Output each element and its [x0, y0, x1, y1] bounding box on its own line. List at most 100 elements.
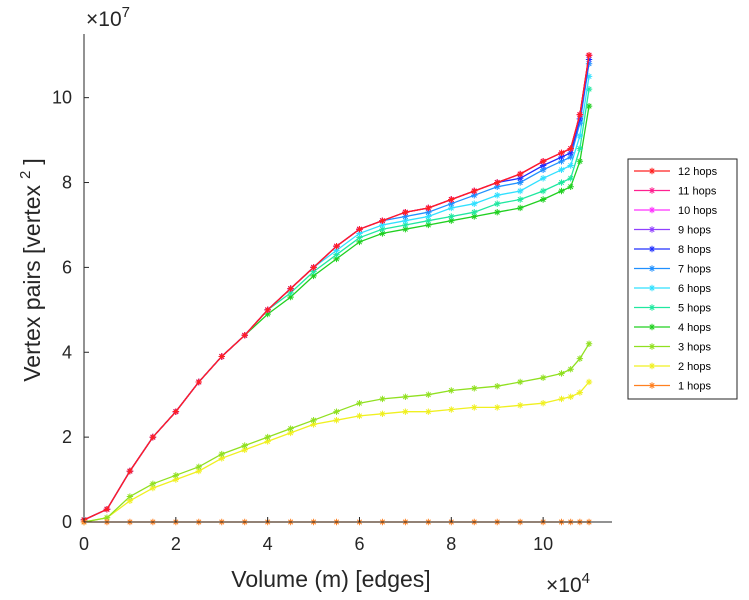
- legend-marker: [648, 284, 656, 292]
- x-multiplier-exponent: 4: [582, 570, 590, 587]
- legend-label: 9 hops: [678, 225, 712, 237]
- data-point: [558, 158, 565, 165]
- x-tick-label: 4: [263, 534, 273, 554]
- data-point: [241, 442, 248, 449]
- legend-item-5-hops: 5 hops: [634, 303, 712, 315]
- y-multiplier-base: ×10: [86, 8, 122, 31]
- x-axis-label: Volume (m) [edges]: [231, 566, 430, 592]
- legend-label: 12 hops: [678, 166, 718, 178]
- data-point: [567, 393, 574, 401]
- legend-label: 5 hops: [678, 303, 712, 315]
- data-point: [585, 52, 593, 59]
- data-point: [425, 204, 432, 212]
- data-point: [558, 166, 565, 173]
- data-point: [516, 187, 524, 195]
- data-point: [126, 493, 134, 500]
- data-point: [402, 209, 409, 216]
- series-5-hops: [80, 85, 593, 524]
- x-tick-label: 10: [533, 534, 553, 554]
- y-axis-label-main: Vertex pairs [vertex: [19, 184, 45, 381]
- data-point: [539, 399, 547, 407]
- legend-label: 7 hops: [678, 264, 712, 276]
- data-point: [287, 425, 294, 432]
- series-9-hops: [80, 52, 593, 524]
- data-point: [195, 463, 202, 471]
- data-point: [195, 467, 202, 475]
- series-10-hops: [80, 52, 593, 524]
- data-point: [333, 247, 340, 254]
- series-line-10-hops: [83, 55, 590, 521]
- data-point: [402, 217, 409, 224]
- legend-label: 10 hops: [678, 205, 718, 217]
- data-point: [448, 217, 455, 224]
- data-point: [448, 387, 455, 394]
- legend-item-8-hops: 8 hops: [634, 244, 712, 256]
- legend-item-12-hops: 12 hops: [634, 166, 718, 178]
- data-point: [585, 102, 593, 110]
- data-point: [379, 217, 386, 224]
- data-point: [471, 187, 478, 195]
- data-point: [218, 353, 225, 360]
- data-point: [126, 497, 134, 504]
- legend-item-10-hops: 10 hops: [634, 205, 718, 217]
- data-point: [287, 289, 294, 297]
- data-point: [516, 179, 524, 186]
- y-tick-label: 8: [62, 173, 72, 193]
- data-point: [425, 221, 432, 229]
- x-multiplier-base: ×10: [546, 574, 582, 597]
- data-point: [241, 446, 248, 454]
- data-point: [218, 455, 225, 462]
- data-point: [585, 73, 593, 80]
- legend: 12 hops 11 hops 10 hops 9 hops 8 hops 7 hops 6…: [627, 158, 738, 400]
- data-point: [471, 192, 478, 199]
- legend-label: 2 hops: [678, 361, 712, 373]
- data-point: [567, 149, 574, 157]
- series-line-6-hops: [83, 76, 590, 521]
- data-point: [172, 408, 180, 415]
- legend-label: 3 hops: [678, 342, 712, 354]
- legend-marker: [648, 226, 656, 233]
- data-point: [471, 213, 478, 220]
- data-point: [516, 402, 524, 409]
- data-point: [558, 179, 565, 186]
- data-point: [149, 433, 157, 441]
- y-tick-label: 0: [62, 512, 72, 532]
- data-point: [425, 213, 432, 220]
- data-point: [539, 158, 547, 165]
- data-point: [516, 175, 524, 182]
- data-point: [576, 145, 584, 152]
- series-12-hops: [80, 52, 593, 524]
- legend-marker: [648, 304, 656, 311]
- x-multiplier: ×104: [546, 570, 590, 597]
- series-line-4-hops: [83, 105, 590, 521]
- data-point: [539, 166, 547, 173]
- data-point: [218, 450, 225, 458]
- data-point: [516, 196, 524, 203]
- legend-marker: [648, 382, 656, 389]
- y-tick-label: 6: [62, 257, 72, 277]
- data-point: [448, 196, 455, 203]
- data-point: [333, 408, 340, 415]
- data-point: [333, 416, 340, 424]
- series-7-hops: [80, 60, 593, 524]
- legend-label: 11 hops: [678, 186, 717, 198]
- data-point: [471, 385, 478, 392]
- data-point: [379, 226, 386, 233]
- data-point: [379, 221, 386, 229]
- data-point: [585, 378, 593, 386]
- y-axis-label: Vertex pairs [vertex 2]: [17, 158, 45, 382]
- data-point: [567, 153, 574, 161]
- data-point: [585, 85, 593, 93]
- series-line-5-hops: [83, 89, 590, 521]
- legend-marker: [648, 362, 656, 370]
- series-line-8-hops: [83, 59, 590, 521]
- series-3-hops: [80, 340, 593, 526]
- data-point: [356, 399, 363, 407]
- data-point: [576, 158, 584, 165]
- data-point: [310, 421, 317, 428]
- data-point: [494, 209, 501, 216]
- legend-marker: [648, 187, 656, 194]
- legend-marker: [648, 323, 656, 331]
- series-line-12-hops: [83, 55, 590, 521]
- data-point: [558, 395, 565, 403]
